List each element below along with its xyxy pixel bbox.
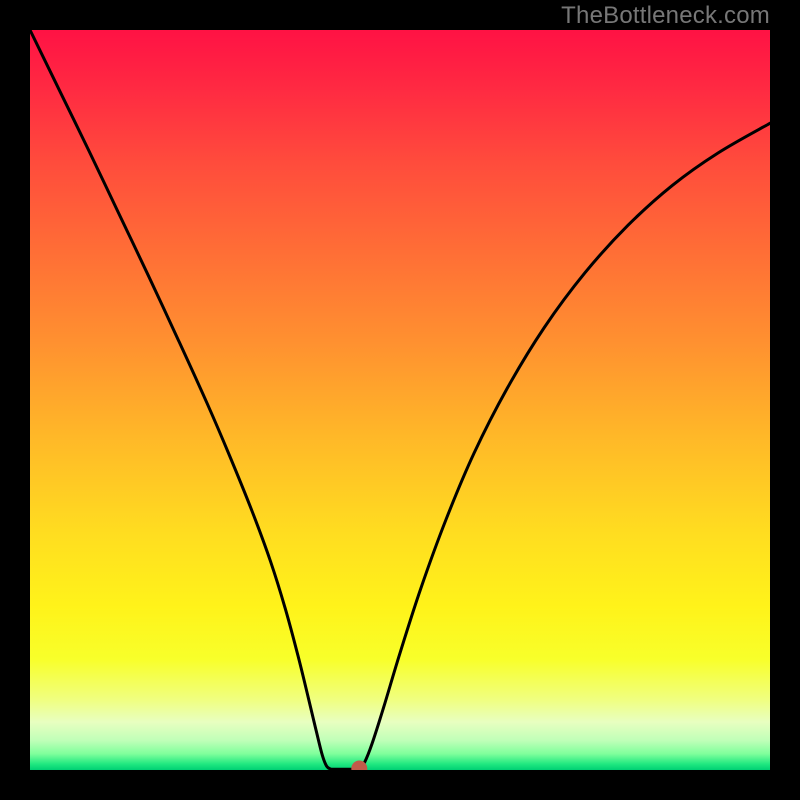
plot-area [30, 30, 770, 770]
bottleneck-curve [30, 30, 770, 769]
chart-frame [0, 0, 800, 800]
curve-svg [30, 30, 770, 770]
watermark-text: TheBottleneck.com [561, 2, 770, 30]
